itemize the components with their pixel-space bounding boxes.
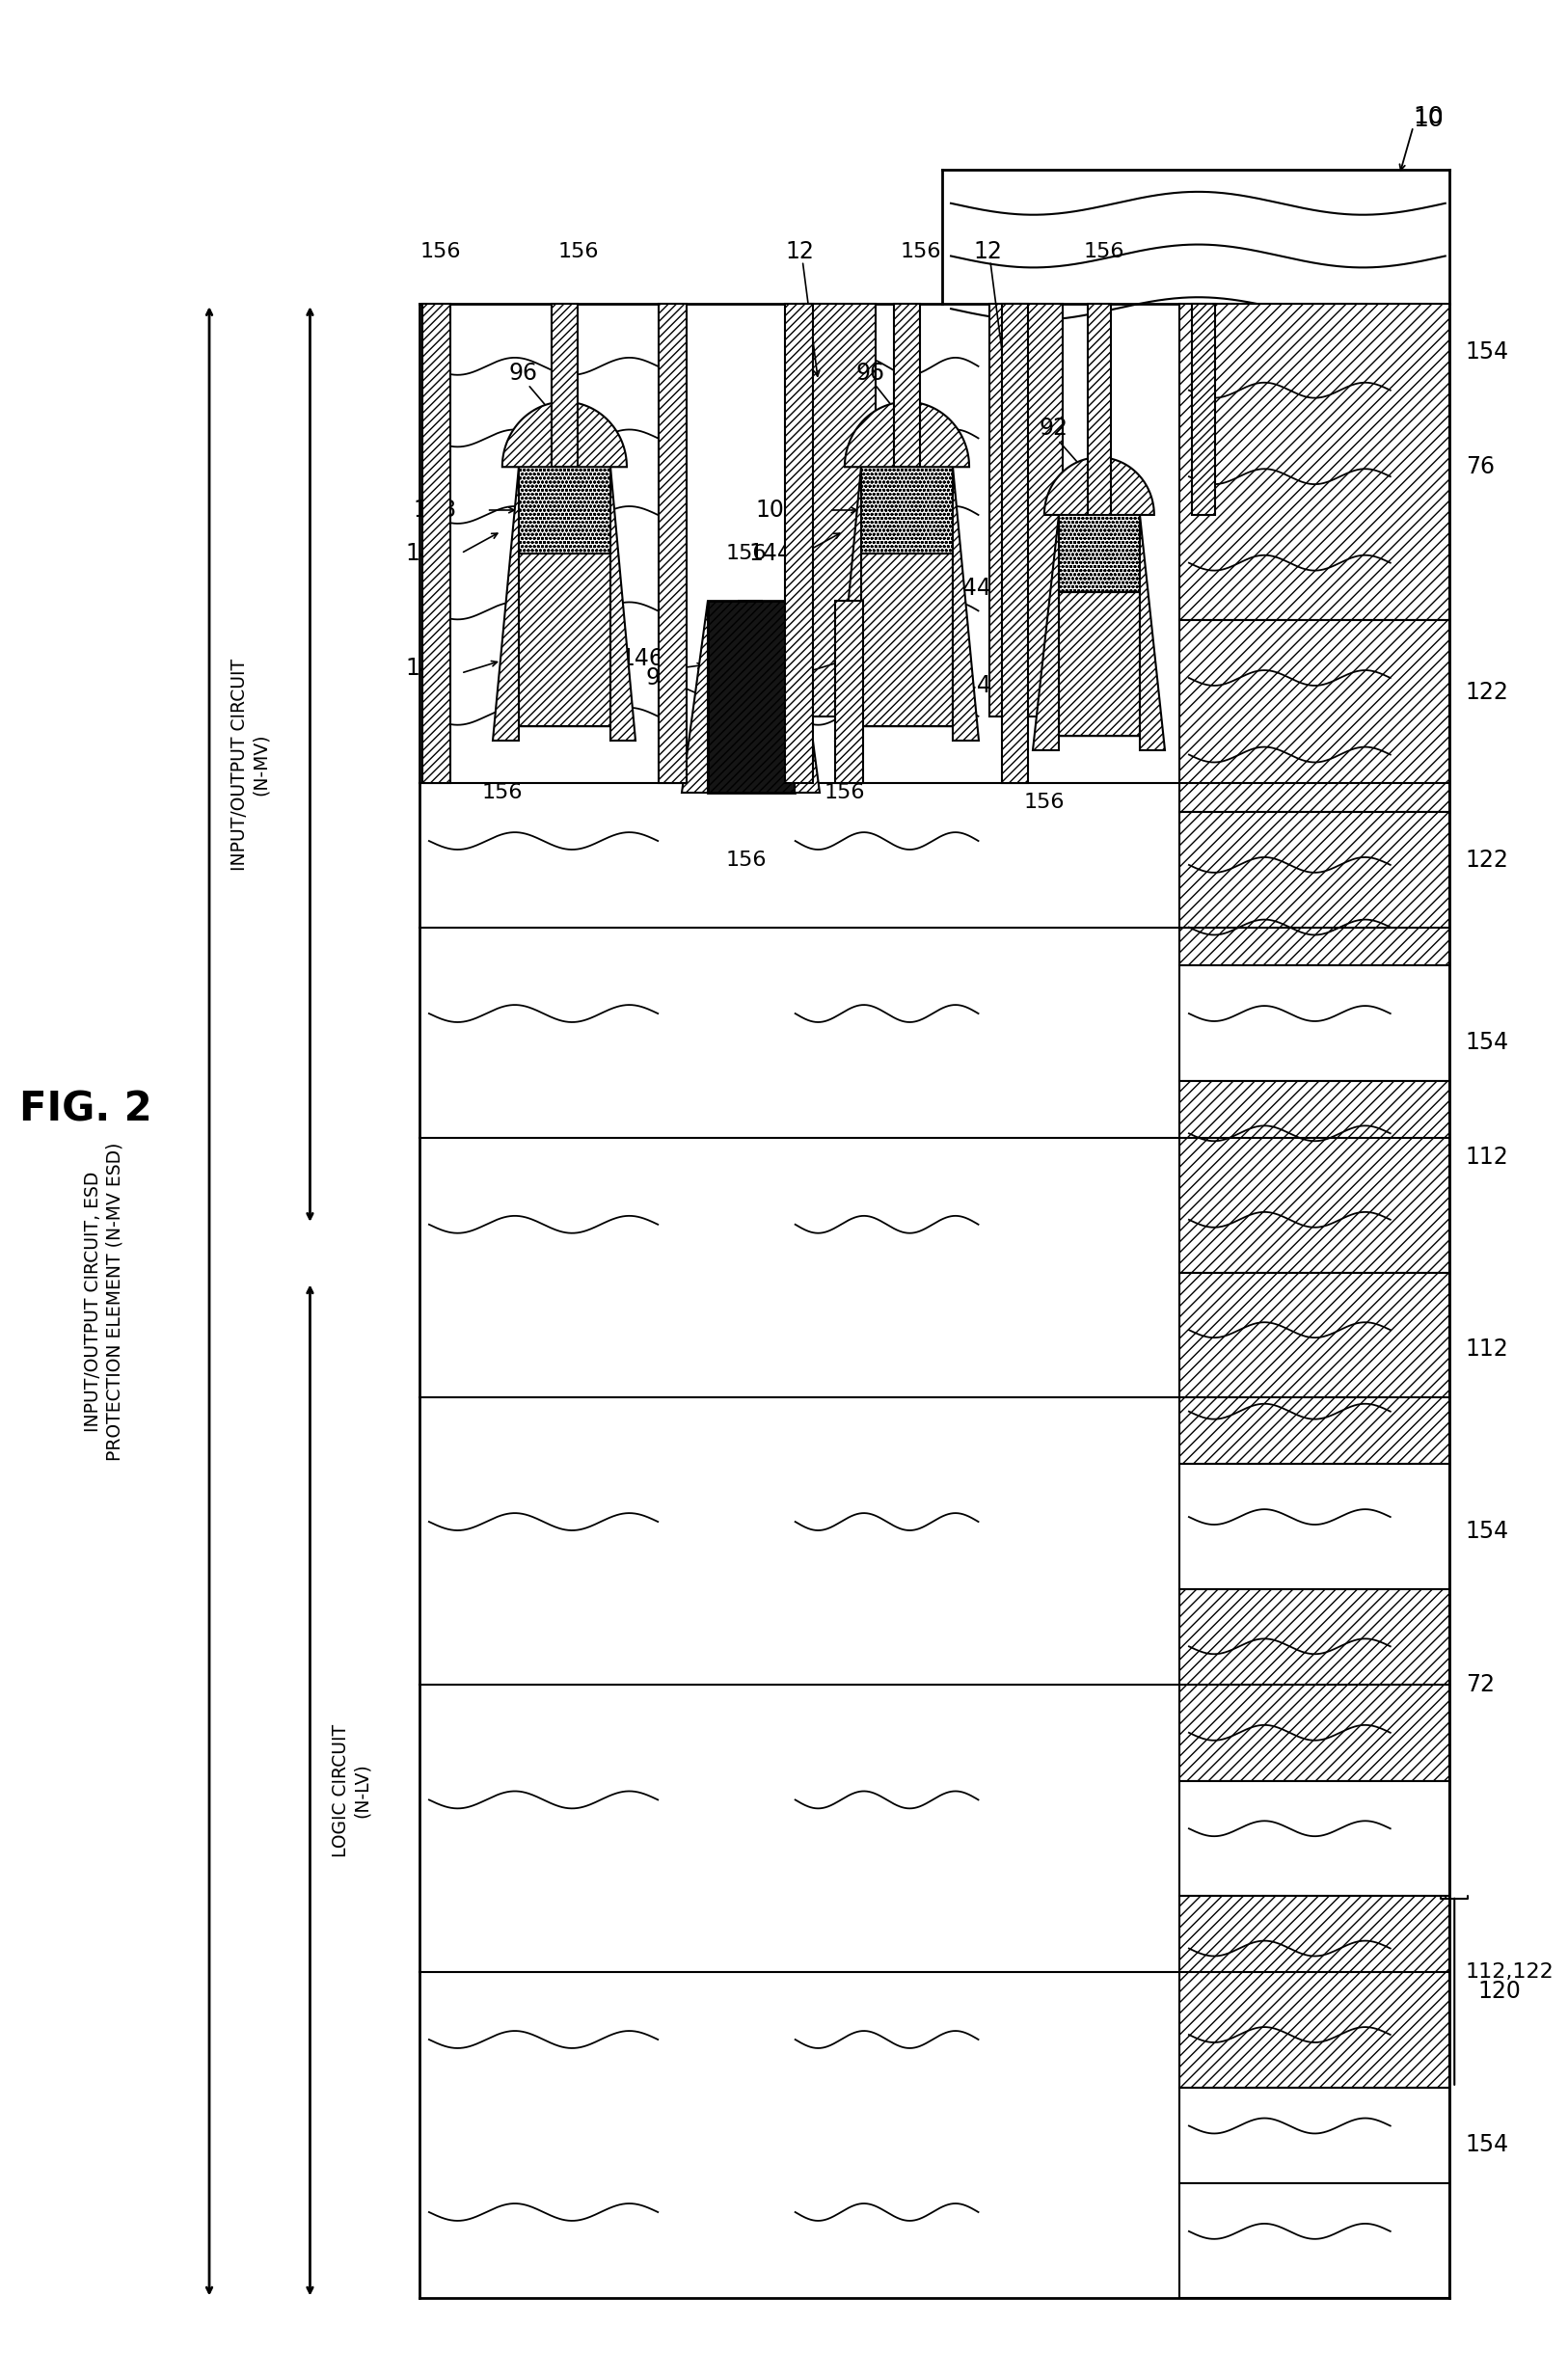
Polygon shape (845, 402, 969, 466)
Text: 92: 92 (1040, 416, 1068, 440)
Text: 144: 144 (949, 673, 993, 697)
Text: 154: 154 (1466, 1520, 1508, 1543)
Bar (1179, 1589, 1450, 1781)
Polygon shape (610, 466, 637, 740)
Text: 10: 10 (1413, 109, 1444, 131)
Bar (1192, 304, 1215, 516)
Bar (1179, 621, 1450, 813)
Text: 76: 76 (1466, 457, 1494, 478)
Text: 156: 156 (420, 243, 461, 262)
Bar (861, 554, 953, 725)
Text: 122: 122 (1466, 680, 1508, 704)
Bar (423, 304, 450, 782)
Polygon shape (1044, 457, 1154, 516)
Text: 122: 122 (1466, 849, 1508, 873)
Text: 120: 120 (1479, 1981, 1521, 2002)
Text: 156: 156 (726, 545, 767, 564)
Bar (1179, 1781, 1450, 1895)
Text: 156: 156 (726, 851, 767, 870)
Bar (1179, 2183, 1450, 2300)
Bar (1179, 1895, 1450, 2088)
Bar (1179, 813, 1450, 965)
Text: INPUT/OUTPUT CIRCUIT, ESD
PROTECTION ELEMENT (N-MV ESD): INPUT/OUTPUT CIRCUIT, ESD PROTECTION ELE… (85, 1141, 124, 1460)
Polygon shape (953, 466, 978, 740)
Text: 112: 112 (1466, 1146, 1508, 1170)
Text: 96: 96 (646, 666, 674, 690)
Bar (861, 466, 953, 554)
Bar (1058, 592, 1140, 735)
Bar (1179, 1272, 1450, 1465)
Text: 144: 144 (949, 575, 993, 599)
Bar (942, 304, 1450, 2300)
Text: FIG. 2: FIG. 2 (19, 1089, 152, 1130)
Bar (803, 304, 877, 716)
Text: 154: 154 (1466, 2133, 1508, 2157)
Text: INPUT/OUTPUT CIRCUIT
(N-MV): INPUT/OUTPUT CIRCUIT (N-MV) (230, 659, 270, 870)
Text: 12: 12 (974, 240, 1002, 264)
Text: 10: 10 (1413, 105, 1444, 128)
Text: 112: 112 (1466, 1336, 1508, 1360)
Bar (659, 304, 687, 782)
Text: LOGIC CIRCUIT
(N-LV): LOGIC CIRCUIT (N-LV) (331, 1724, 372, 1857)
Polygon shape (1140, 516, 1165, 749)
Polygon shape (502, 402, 627, 466)
Bar (707, 602, 795, 792)
Polygon shape (1033, 516, 1058, 749)
Polygon shape (492, 466, 519, 740)
Text: 154: 154 (1466, 1030, 1508, 1053)
Text: 96: 96 (510, 361, 538, 385)
Bar (1058, 516, 1140, 592)
Text: 12: 12 (786, 240, 814, 264)
Text: 112,122: 112,122 (1466, 1962, 1554, 1981)
Bar (519, 554, 610, 725)
Text: 96: 96 (856, 361, 884, 385)
Bar (1179, 2088, 1450, 2183)
Bar (1179, 1465, 1450, 1589)
Bar (786, 304, 812, 782)
Text: 144: 144 (748, 656, 792, 680)
Text: 108: 108 (412, 499, 456, 521)
Text: 156: 156 (1083, 243, 1124, 262)
Bar (519, 466, 610, 554)
Bar (1179, 304, 1450, 621)
Text: 144: 144 (748, 542, 792, 566)
Text: 72: 72 (1466, 1674, 1494, 1696)
Polygon shape (682, 602, 707, 792)
Text: 156: 156 (1024, 792, 1065, 813)
Bar (1002, 304, 1027, 782)
Bar (894, 304, 920, 466)
Bar (1179, 965, 1450, 1080)
Text: 156: 156 (558, 243, 599, 262)
Bar (989, 304, 1063, 716)
Text: 156: 156 (825, 782, 866, 804)
Text: 154: 154 (1466, 340, 1508, 364)
Text: 144: 144 (406, 656, 448, 680)
Text: 156: 156 (481, 782, 522, 804)
Text: 156: 156 (900, 243, 941, 262)
Bar (552, 304, 577, 466)
Bar (836, 602, 862, 782)
Text: 144: 144 (406, 542, 448, 566)
Text: 146: 146 (619, 647, 663, 671)
Text: 108: 108 (756, 499, 798, 521)
Bar (1179, 1080, 1450, 1272)
Bar (1087, 304, 1112, 516)
Polygon shape (795, 602, 820, 792)
Polygon shape (836, 466, 861, 740)
